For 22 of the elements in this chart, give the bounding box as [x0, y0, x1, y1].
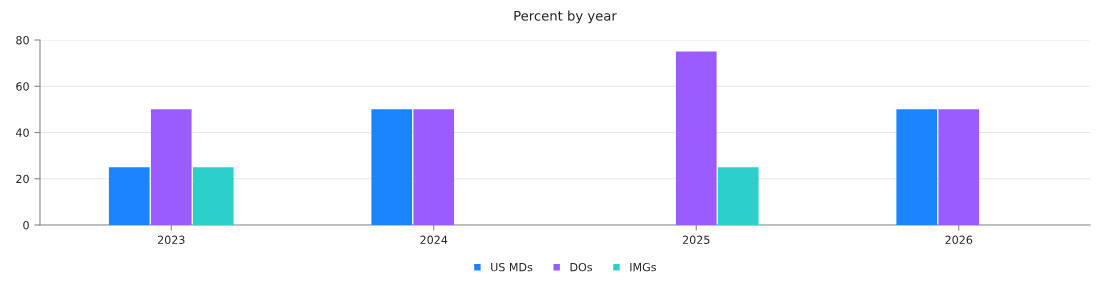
bar [675, 51, 717, 225]
y-tick-label: 20 [16, 174, 29, 184]
bar [371, 109, 413, 225]
x-tick-label: 2024 [420, 235, 448, 245]
bar [717, 167, 759, 225]
bar [938, 109, 980, 225]
x-tick-label: 2026 [945, 235, 973, 245]
bar [108, 167, 150, 225]
legend-label: IMGs [630, 262, 656, 272]
y-tick-label: 40 [15, 128, 29, 137]
bar [413, 109, 455, 225]
y-tick-label: 0 [23, 220, 29, 230]
y-tick-label: 80 [16, 35, 29, 45]
x-tick-label: 2025 [682, 235, 710, 245]
bar [150, 109, 192, 225]
chart-title: Percent by year [514, 10, 617, 24]
bar [896, 109, 938, 225]
bar [192, 167, 234, 225]
legend-label: US MDs [491, 262, 533, 272]
y-tick-label: 60 [16, 82, 29, 91]
legend-label: DOs [570, 262, 593, 272]
x-tick-label: 2023 [157, 235, 185, 245]
